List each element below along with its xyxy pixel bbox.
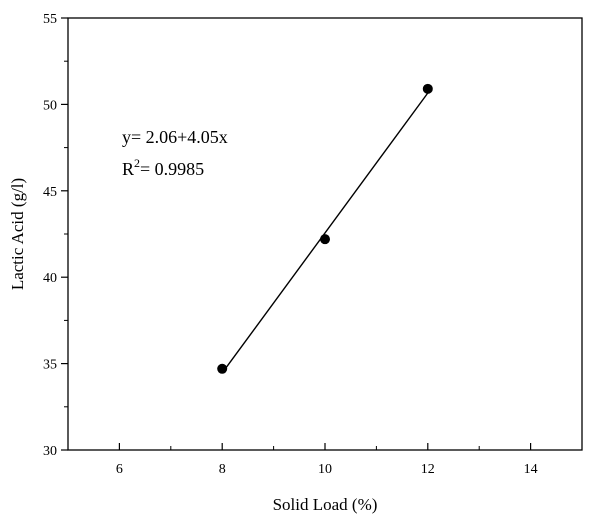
data-point [422,83,433,94]
x-tick-label: 14 [524,462,538,477]
y-tick-label: 55 [43,12,57,27]
axis-tick-labels: 6 8 10 12 14 30 35 40 45 50 55 [43,12,538,477]
axis-ticks [61,17,583,451]
r2-value: = 0.9985 [140,159,204,179]
x-tick-label: 12 [421,462,435,477]
r2-superscript: 2 [134,156,140,170]
y-tick-label: 40 [43,271,57,286]
y-tick-label: 50 [43,98,57,113]
equation-annotation: y= 2.06+4.05x [122,127,228,147]
x-tick-label: 6 [116,462,123,477]
fit-line [221,92,429,374]
x-axis-title: Solid Load (%) [273,495,378,514]
x-tick-label: 8 [219,462,226,477]
y-tick-label: 30 [43,444,57,459]
data-points [217,83,433,374]
y-tick-label: 35 [43,358,57,373]
data-point [320,234,330,245]
x-tick-label: 10 [318,462,332,477]
r2-annotation: R2= 0.9985 [122,156,204,179]
r2-prefix: R [122,159,134,179]
y-tick-label: 45 [43,185,57,200]
data-point [217,363,228,374]
y-axis-title: Lactic Acid (g/l) [8,178,27,290]
